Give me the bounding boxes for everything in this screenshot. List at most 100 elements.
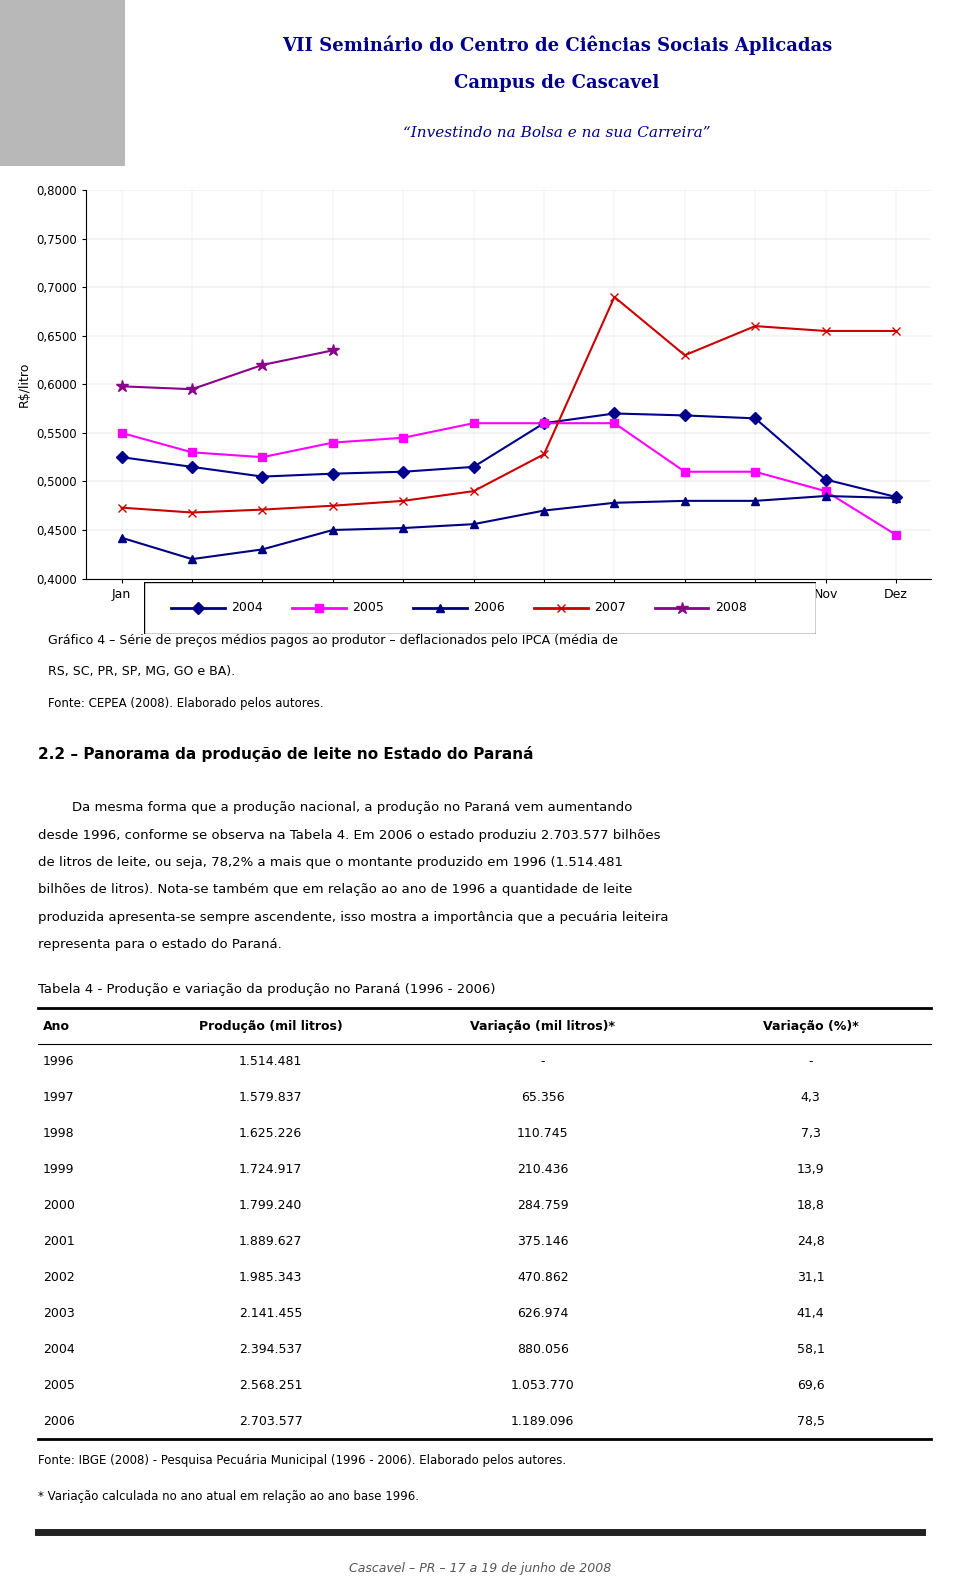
Text: 24,8: 24,8 — [797, 1235, 825, 1247]
Text: 31,1: 31,1 — [797, 1271, 825, 1284]
2005 — [820, 482, 831, 501]
2005 — [468, 414, 479, 433]
Text: 4,3: 4,3 — [801, 1092, 821, 1105]
Text: VII Seminário do Centro de Ciências Sociais Aplicadas: VII Seminário do Centro de Ciências Soci… — [281, 35, 832, 55]
2008 — [116, 377, 128, 396]
Text: 1996: 1996 — [43, 1056, 74, 1068]
Text: 78,5: 78,5 — [797, 1415, 825, 1428]
Text: “Investindo na Bolsa e na sua Carreira”: “Investindo na Bolsa e na sua Carreira” — [403, 127, 710, 139]
Text: 2003: 2003 — [43, 1308, 75, 1320]
Text: Produção (mil litros): Produção (mil litros) — [199, 1019, 343, 1032]
2007 — [327, 496, 339, 515]
Y-axis label: R$/litro: R$/litro — [18, 361, 31, 407]
Text: 2005: 2005 — [43, 1379, 75, 1392]
Text: 1.053.770: 1.053.770 — [511, 1379, 575, 1392]
2006 — [468, 515, 479, 534]
Text: 470.862: 470.862 — [517, 1271, 568, 1284]
Text: 2004: 2004 — [231, 601, 263, 615]
Text: 65.356: 65.356 — [521, 1092, 564, 1105]
Text: Tabela 4 - Produção e variação da produção no Paraná (1996 - 2006): Tabela 4 - Produção e variação da produç… — [38, 983, 496, 995]
Text: Gráfico 4 – Série de preços médios pagos ao produtor – deflacionados pelo IPCA (: Gráfico 4 – Série de preços médios pagos… — [48, 634, 618, 647]
Text: 110.745: 110.745 — [517, 1127, 568, 1140]
Text: 2001: 2001 — [43, 1235, 75, 1247]
Text: -: - — [540, 1056, 545, 1068]
2005 — [327, 433, 339, 452]
Text: 69,6: 69,6 — [797, 1379, 825, 1392]
Text: 58,1: 58,1 — [797, 1342, 825, 1355]
2005 — [609, 414, 620, 433]
Text: representa para o estado do Paraná.: representa para o estado do Paraná. — [38, 938, 282, 951]
2004 — [397, 463, 409, 482]
Text: * Variação calculada no ano atual em relação ao ano base 1996.: * Variação calculada no ano atual em rel… — [38, 1490, 420, 1503]
2006 — [327, 520, 339, 539]
2008 — [256, 355, 268, 374]
2007 — [186, 502, 198, 521]
2004 — [116, 447, 128, 466]
2007 — [116, 498, 128, 517]
Text: 1.889.627: 1.889.627 — [239, 1235, 302, 1247]
2006 — [750, 491, 761, 510]
Text: Variação (mil litros)*: Variação (mil litros)* — [470, 1019, 615, 1032]
2004 — [679, 406, 690, 425]
2006 — [609, 493, 620, 512]
Text: RS, SC, PR, SP, MG, GO e BA).: RS, SC, PR, SP, MG, GO e BA). — [48, 666, 235, 678]
Text: 2.141.455: 2.141.455 — [239, 1308, 302, 1320]
2006 — [186, 550, 198, 569]
Text: 1.985.343: 1.985.343 — [239, 1271, 302, 1284]
Text: 2004: 2004 — [43, 1342, 75, 1355]
Text: 41,4: 41,4 — [797, 1308, 825, 1320]
Text: 2005: 2005 — [352, 601, 384, 615]
2007 — [890, 322, 901, 341]
2007 — [750, 317, 761, 336]
2005 — [397, 428, 409, 447]
Line: 2008: 2008 — [115, 344, 339, 396]
2008 — [327, 341, 339, 360]
Text: Variação (%)*: Variação (%)* — [763, 1019, 858, 1032]
Text: 7,3: 7,3 — [801, 1127, 821, 1140]
Line: 2007: 2007 — [117, 293, 900, 517]
Text: 1.724.917: 1.724.917 — [239, 1163, 302, 1176]
Text: 2006: 2006 — [43, 1415, 75, 1428]
Text: 13,9: 13,9 — [797, 1163, 825, 1176]
Text: Fonte: CEPEA (2008). Elaborado pelos autores.: Fonte: CEPEA (2008). Elaborado pelos aut… — [48, 697, 324, 710]
Text: Fonte: IBGE (2008) - Pesquisa Pecuária Municipal (1996 - 2006). Elaborado pelos : Fonte: IBGE (2008) - Pesquisa Pecuária M… — [38, 1455, 566, 1468]
Text: 2.2 – Panorama da produção de leite no Estado do Paraná: 2.2 – Panorama da produção de leite no E… — [38, 747, 534, 762]
Text: Cascavel – PR – 17 a 19 de junho de 2008: Cascavel – PR – 17 a 19 de junho de 2008 — [348, 1561, 612, 1574]
Line: 2006: 2006 — [117, 491, 900, 563]
FancyBboxPatch shape — [0, 0, 125, 166]
2004 — [820, 471, 831, 490]
2007 — [468, 482, 479, 501]
Text: 2006: 2006 — [473, 601, 505, 615]
2006 — [397, 518, 409, 537]
Text: de litros de leite, ou seja, 78,2% a mais que o montante produzido em 1996 (1.51: de litros de leite, ou seja, 78,2% a mai… — [38, 856, 623, 869]
Text: -: - — [808, 1056, 813, 1068]
2004 — [539, 414, 550, 433]
2007 — [256, 501, 268, 520]
Text: 626.974: 626.974 — [517, 1308, 568, 1320]
Text: 18,8: 18,8 — [797, 1200, 825, 1213]
2006 — [539, 501, 550, 520]
2006 — [679, 491, 690, 510]
2005 — [890, 525, 901, 544]
Text: 2000: 2000 — [43, 1200, 75, 1213]
2004 — [186, 458, 198, 477]
Text: 1.625.226: 1.625.226 — [239, 1127, 302, 1140]
2007 — [609, 287, 620, 306]
Text: 1.514.481: 1.514.481 — [239, 1056, 302, 1068]
Text: 2002: 2002 — [43, 1271, 75, 1284]
2007 — [679, 346, 690, 365]
Text: 1997: 1997 — [43, 1092, 75, 1105]
Text: desde 1996, conforme se observa na Tabela 4. Em 2006 o estado produziu 2.703.577: desde 1996, conforme se observa na Tabel… — [38, 829, 660, 842]
Text: Campus de Cascavel: Campus de Cascavel — [454, 74, 660, 92]
2004 — [890, 488, 901, 507]
Line: 2004: 2004 — [117, 409, 900, 501]
2008 — [186, 380, 198, 399]
2004 — [609, 404, 620, 423]
2005 — [679, 463, 690, 482]
2005 — [256, 447, 268, 466]
2006 — [116, 528, 128, 547]
Text: 880.056: 880.056 — [516, 1342, 568, 1355]
Text: 1998: 1998 — [43, 1127, 75, 1140]
Text: Ano: Ano — [43, 1019, 70, 1032]
Text: 210.436: 210.436 — [517, 1163, 568, 1176]
